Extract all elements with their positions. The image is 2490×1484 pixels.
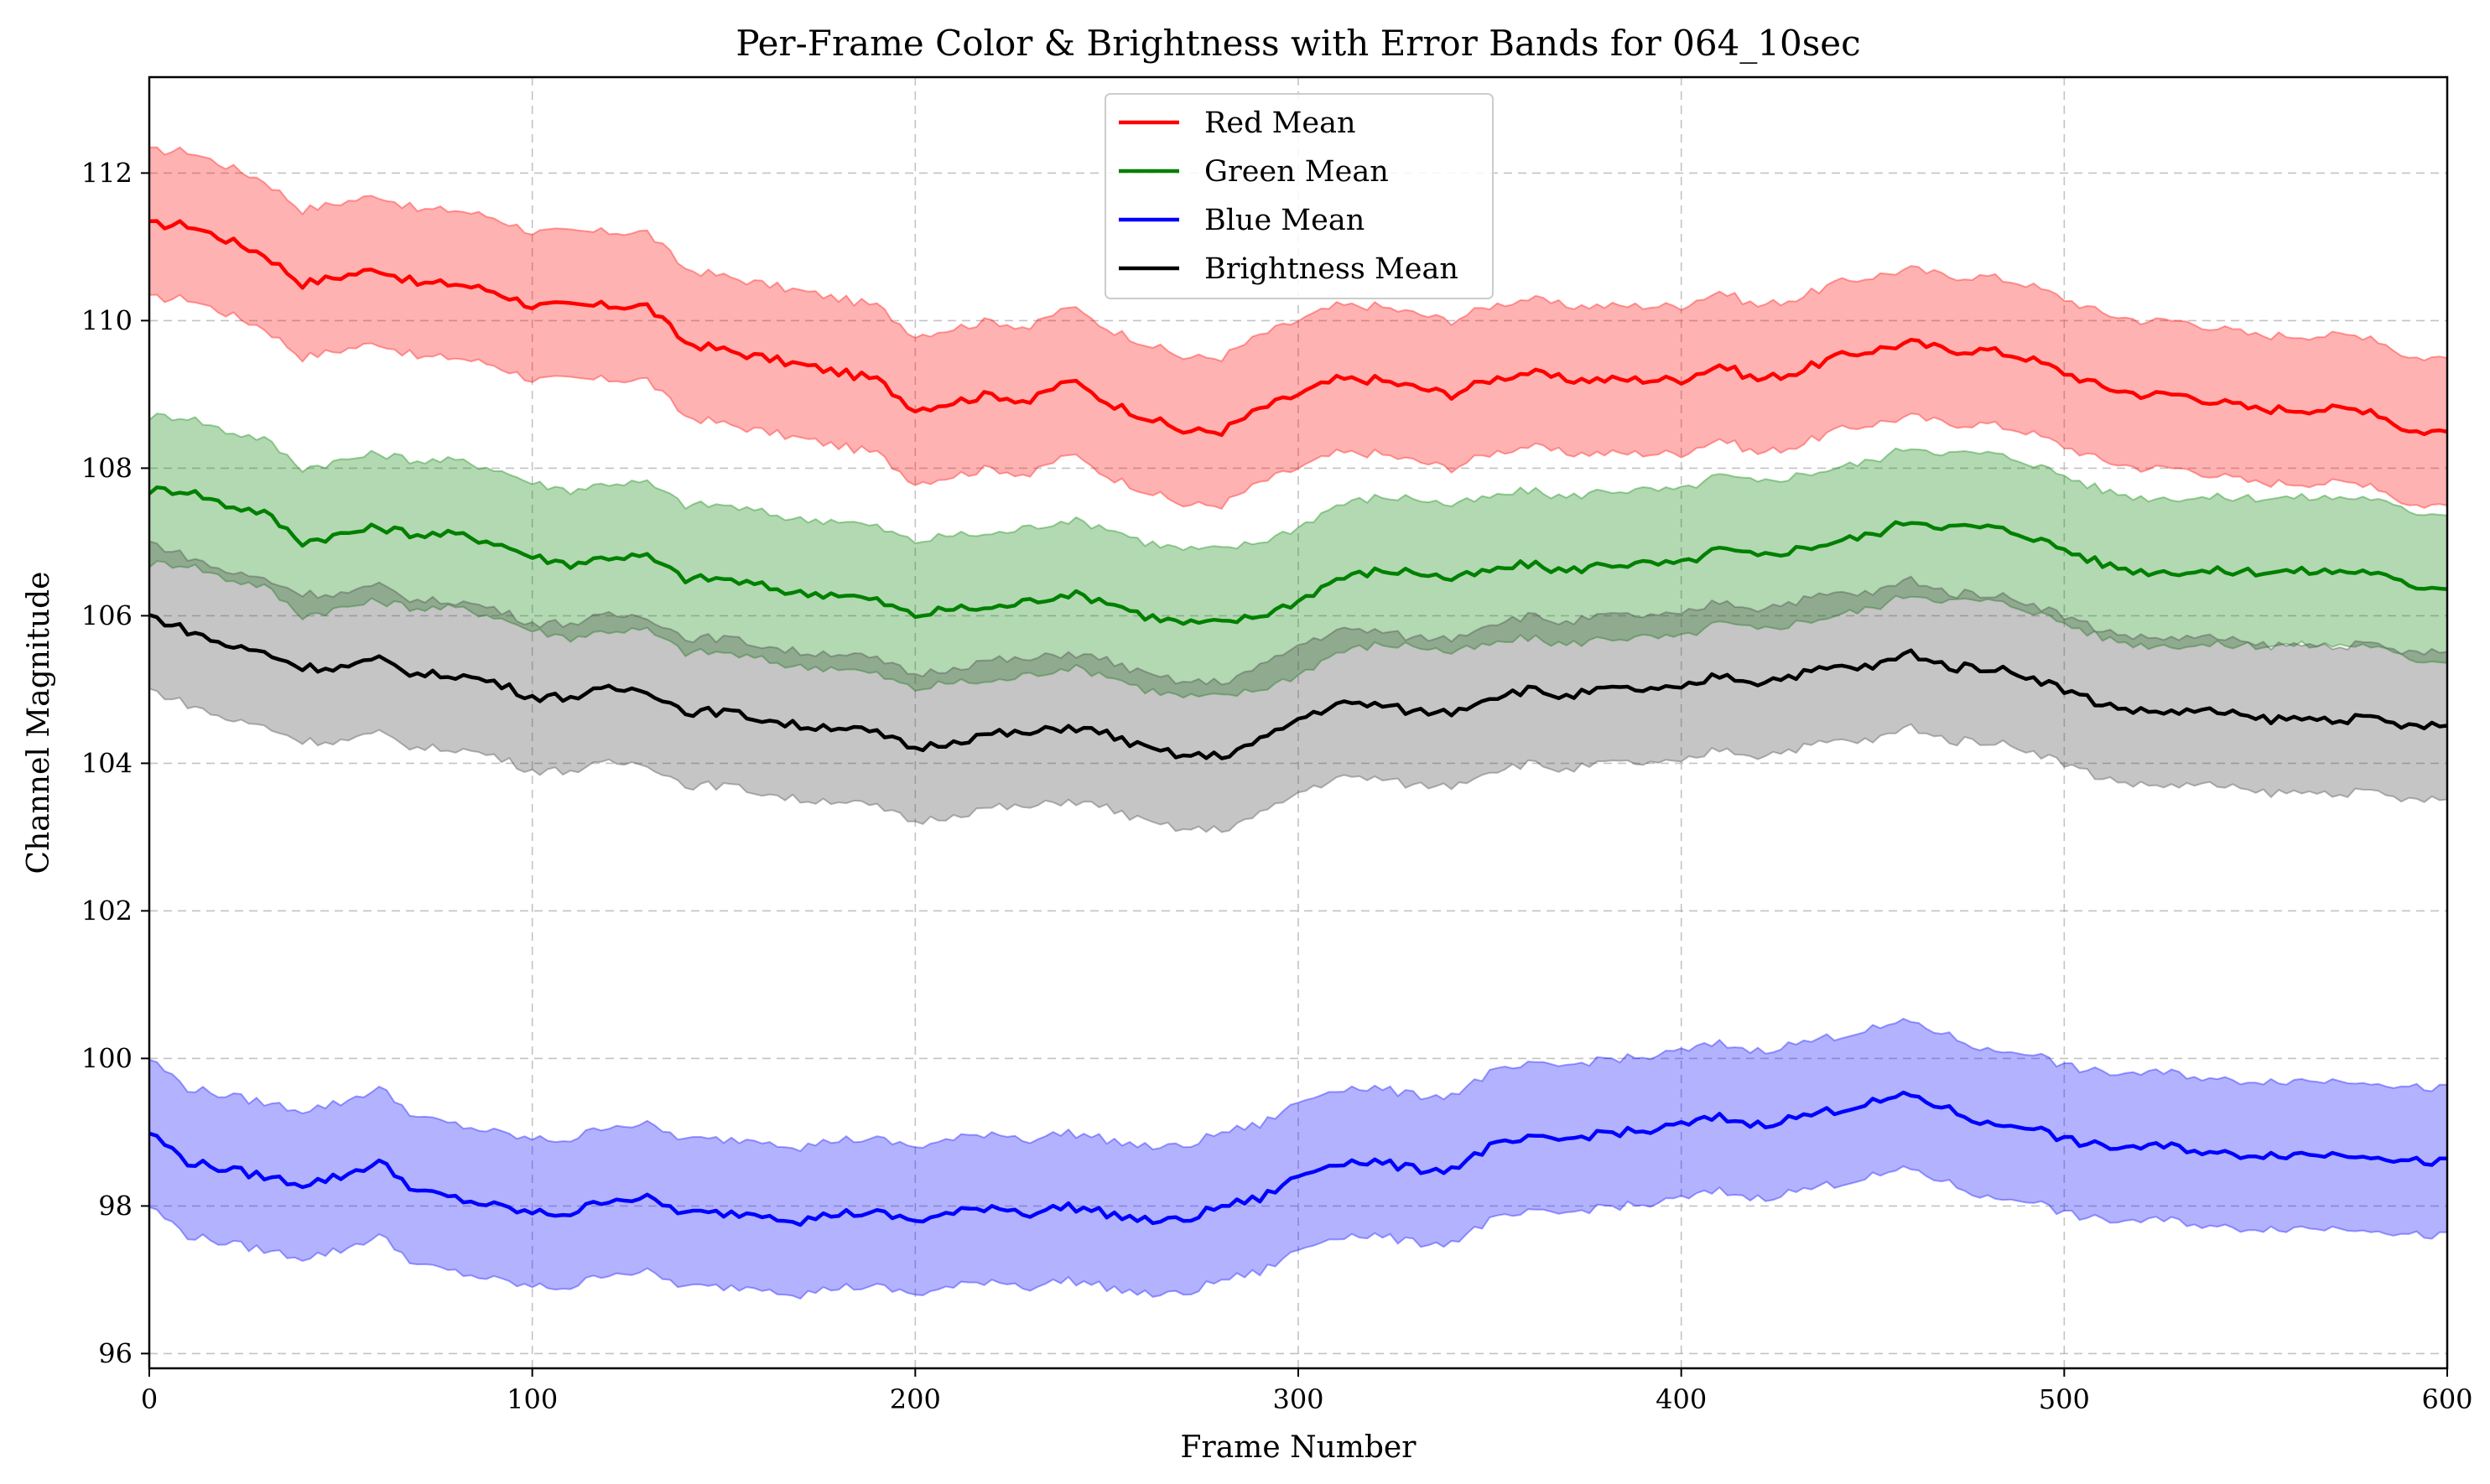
x-tick-label: 400 [1656,1383,1707,1415]
chart-title: Per-Frame Color & Brightness with Error … [736,23,1860,64]
x-tick-label: 200 [890,1383,941,1415]
x-tick-label: 300 [1272,1383,1323,1415]
legend-entry-label: Brightness Mean [1204,252,1458,286]
y-tick-label: 104 [81,747,133,779]
error-bands [148,146,2448,1300]
legend-entry-label: Green Mean [1204,155,1389,189]
x-tick-label: 500 [2039,1383,2090,1415]
y-tick-label: 110 [81,304,133,336]
y-axis-label: Channel Magnitude [22,572,56,874]
axis-ticks: 0 100 200 300 400 500 600 96 98 100 102 104 106 108 11… [81,157,2473,1415]
x-tick-label: 100 [507,1383,558,1415]
legend: Red Mean Green Mean Blue Mean Brightness Me… [1105,93,1494,299]
y-tick-label: 106 [81,599,133,631]
y-tick-label: 98 [98,1190,133,1222]
green-mean-line [148,485,2448,626]
blue-mean-line [148,1090,2448,1227]
x-tick-label: 600 [2421,1383,2472,1415]
legend-entry-label: Red Mean [1204,106,1356,140]
legend-entry-label: Blue Mean [1204,204,1365,237]
red-mean-line [148,219,2448,438]
y-tick-label: 108 [81,452,133,484]
x-axis-label: Frame Number [1181,1430,1417,1465]
y-tick-label: 100 [81,1042,133,1074]
grid-lines [148,77,2448,1368]
series-lines [148,219,2448,1227]
y-tick-label: 96 [98,1337,133,1369]
brightness-mean-line [148,613,2448,760]
y-tick-label: 112 [81,157,133,189]
y-tick-label: 102 [81,895,133,926]
legend-box [1105,93,1494,299]
x-tick-label: 0 [141,1383,158,1415]
